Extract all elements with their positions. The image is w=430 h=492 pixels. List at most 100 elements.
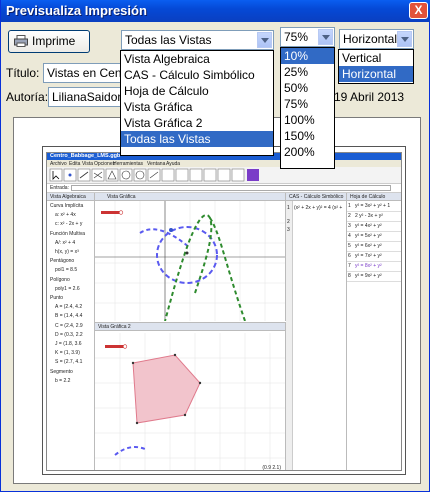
app-screenshot: Centro_Babbage_LMS.ggb Archivo Edita Vis… (46, 152, 402, 471)
view-option-selected[interactable]: Todas las Vistas (121, 131, 273, 147)
input-label: Entrada: (50, 185, 69, 191)
cas-row-number: 1 (287, 205, 290, 211)
zoom-option[interactable]: 150% (284, 129, 315, 143)
algebra-item: K = (1, 3.9) (55, 350, 80, 357)
graphics2-status: (0.9 2.1) (262, 465, 281, 471)
sheet-cell: y² = 5x² + y² (355, 233, 382, 239)
print-page: Centro_Babbage_LMS.ggb Archivo Edita Vis… (42, 146, 406, 475)
zoom-dropdown-list: 10% 25% 50% 75% 100% 150% 200% (280, 47, 335, 169)
sheet-row-number: 1 (348, 203, 351, 209)
cas-title: CAS - Cálculo Simbólico (289, 194, 344, 200)
algebra-item: C = (2.4, 2.9 (55, 322, 83, 329)
author-label: Autoría: (6, 90, 49, 104)
orientation-dropdown-list: Vertical Horizontal (338, 49, 414, 84)
zoom-option[interactable]: 50% (284, 81, 309, 95)
algebra-item: Punto (50, 295, 64, 301)
orientation-option[interactable]: Vertical (342, 51, 382, 65)
sheet-row-number: 4 (348, 233, 351, 239)
sheet-row-number: 3 (348, 223, 351, 229)
print-button-label: Imprime (32, 34, 76, 48)
zoom-option-selected[interactable]: 10% (281, 48, 334, 64)
author-input[interactable]: LilianaSaidon (48, 87, 121, 107)
zoom-select[interactable]: 75% (280, 27, 335, 47)
view-select[interactable]: Todas las Vistas (121, 30, 274, 50)
cas-view: CAS - Cálculo Simbólico 1 2 3 (x² + 2x +… (286, 193, 347, 470)
tool-icons (49, 168, 259, 182)
algebra-view: Vista Algebraica Curva Implícita a: x² + … (47, 193, 95, 470)
view-option[interactable]: CAS - Cálculo Simbólico (124, 68, 255, 82)
view-option[interactable]: Vista Algebraica (124, 52, 210, 66)
sheet-title: Hoja de Cálculo (350, 194, 386, 200)
algebra-item: h(x, y) = x³ (55, 249, 79, 255)
zoom-option[interactable]: 25% (284, 65, 309, 79)
algebra-item: poly1 = 2.6 (55, 285, 80, 292)
sheet-cell: y² = 4x² + y² (355, 223, 382, 229)
algebra-item: a: x² + 4x (55, 212, 76, 219)
sheet-cell: 2 y² - 3x + y² (355, 213, 383, 219)
view-option[interactable]: Vista Gráfica 2 (124, 116, 203, 130)
algebra-item: Segmento (50, 368, 73, 375)
chevron-down-icon[interactable] (257, 32, 272, 48)
graphics2-title: Vista Gráfica 2 (98, 324, 131, 330)
printer-icon (14, 35, 28, 47)
algebra-title: Vista Algebraica (50, 194, 86, 200)
algebra-item: Curva Implícita (50, 203, 84, 209)
zoom-select-value: 75% (284, 30, 309, 44)
date-text: 19 Abril 2013 (334, 90, 405, 104)
title-bar: Previsualiza Impresión X (1, 0, 430, 22)
app-title-bar: Centro_Babbage_LMS.ggb (47, 153, 401, 160)
print-button[interactable]: Imprime (8, 30, 90, 53)
orientation-option-selected[interactable]: Horizontal (339, 66, 413, 82)
algebra-item: J = (1.8, 3.6 (55, 341, 82, 347)
orientation-select[interactable]: Horizontal (339, 29, 414, 49)
algebra-item: A = (2.4, 4.2 (55, 304, 83, 311)
cas-row-number: 2 (287, 219, 290, 225)
preview-area[interactable]: Centro_Babbage_LMS.ggb Archivo Edita Vis… (13, 117, 421, 484)
sheet-cell: y² = 6x² + y² (355, 243, 382, 249)
sheet-row-number: 8 (348, 273, 351, 279)
app-title: Centro_Babbage_LMS.ggb (50, 153, 121, 159)
menu-item: Opciones (94, 161, 116, 167)
app-menubar: Archivo Edita Vista Opciones Herramienta… (47, 160, 401, 167)
app-input-bar: Entrada: (47, 184, 401, 193)
algebra-item: D = (0.3, 2.2 (55, 331, 83, 338)
graphics-title: Vista Gráfica (107, 194, 136, 200)
chevron-down-icon[interactable] (397, 31, 412, 47)
sheet-cell: y² = 8x² + y² (355, 263, 382, 269)
zoom-option[interactable]: 75% (284, 97, 309, 111)
sheet-row-number: 2 (348, 213, 351, 219)
algebra-item: Polígono (50, 276, 70, 283)
orientation-select-value: Horizontal (343, 32, 398, 46)
algebra-item: c: x² - 2x + y (55, 221, 83, 228)
chevron-down-icon[interactable] (318, 29, 333, 45)
algebra-item: B = (1.4, 4.4 (55, 313, 83, 320)
view-dropdown-list: Vista Algebraica CAS - Cálculo Simbólico… (120, 50, 274, 156)
graphics-canvas (95, 201, 285, 321)
sheet-row-number: 6 (348, 253, 351, 259)
algebra-item: Función Multiva (50, 230, 86, 237)
spreadsheet-view: Hoja de Cálculo 1 y² = 3x² + y² + 1 2 2 y² … (347, 193, 401, 470)
cas-row-number: 3 (287, 227, 290, 233)
sheet-row-number: 7 (348, 263, 351, 269)
menu-item: Herramientas (113, 161, 144, 167)
menu-item: Edita (69, 161, 81, 167)
menu-item: Ventana (147, 161, 166, 167)
sheet-cell: y² = 3x² + y² + 1 (355, 203, 391, 209)
graphics-view: Vista Gráfica (95, 193, 286, 321)
graphics-view-2: Vista Gráfica 2 (95, 322, 286, 471)
graphics2-canvas (95, 333, 285, 470)
close-button[interactable]: X (409, 2, 428, 19)
view-option[interactable]: Hoja de Cálculo (124, 84, 209, 98)
view-option[interactable]: Vista Gráfica (124, 100, 193, 114)
sheet-cell: y² = 9x² + y² (355, 273, 382, 279)
sheet-cell: y² = 7x² + y² (355, 253, 382, 259)
title-input[interactable]: Vistas en Cent (43, 63, 121, 83)
menu-item: Archivo (50, 161, 67, 167)
zoom-option[interactable]: 100% (284, 113, 315, 127)
algebra-item: A/: x² + 4 (55, 239, 76, 246)
cas-row-content: (x² + 2x + y)² = 4 (x² + (294, 205, 343, 211)
menu-item: Ayuda (166, 161, 181, 167)
menu-item: Vista (82, 161, 94, 167)
zoom-option[interactable]: 200% (284, 145, 315, 159)
